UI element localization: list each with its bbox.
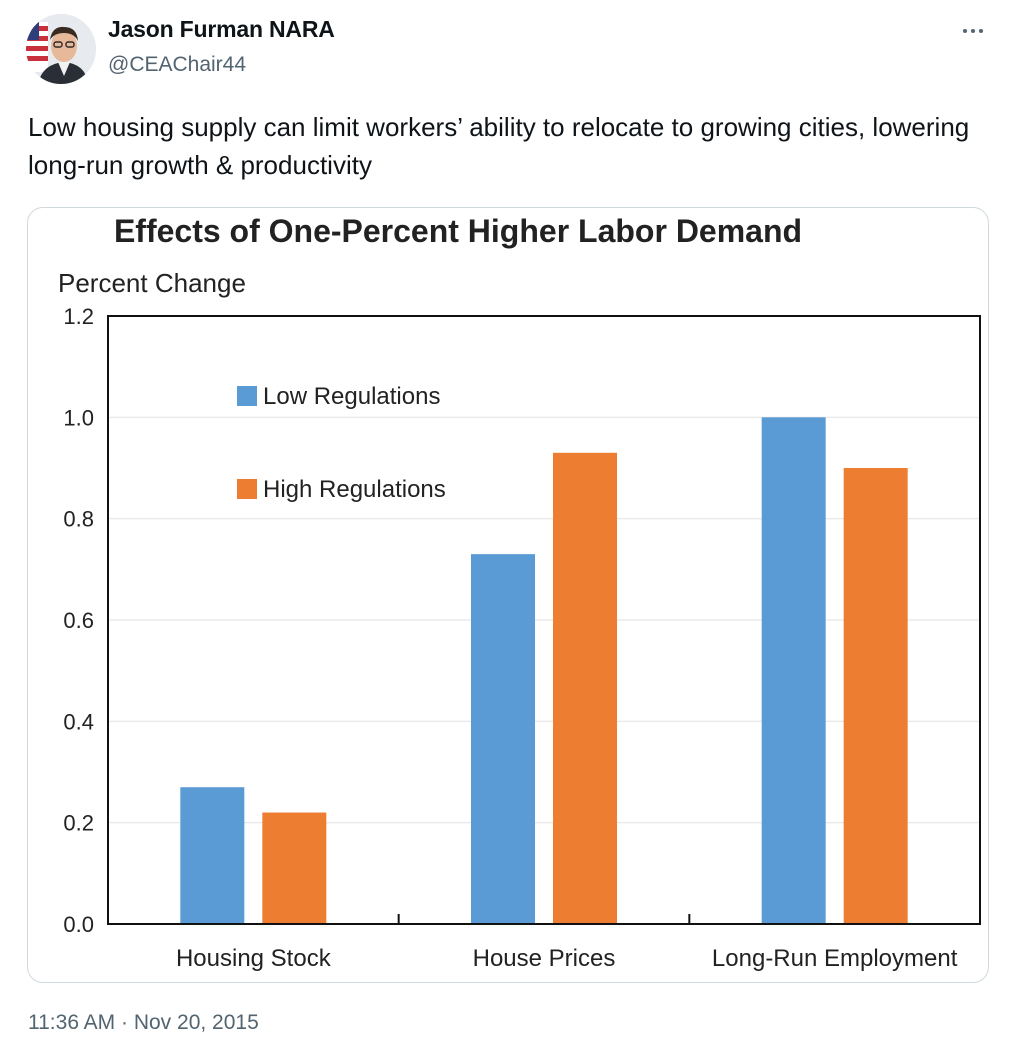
y-tick-label: 0.6	[63, 608, 94, 633]
y-tick-label: 0.4	[63, 709, 94, 734]
chart-image[interactable]: Effects of One-Percent Higher Labor Dema…	[27, 207, 989, 983]
y-axis-label: Percent Change	[58, 268, 246, 298]
chart-title: Effects of One-Percent Higher Labor Dema…	[114, 213, 802, 249]
flag-icon	[26, 22, 48, 72]
bar-high-regulations	[553, 452, 617, 924]
x-tick-label: Housing Stock	[176, 945, 332, 972]
legend-swatch	[237, 386, 257, 406]
bar-low-regulations	[471, 554, 535, 924]
y-axis-ticks: 0.0 0.2 0.4 0.6 0.8 1.0 1.2	[63, 304, 94, 937]
legend-swatch	[237, 479, 257, 499]
author-handle[interactable]: @CEAChair44	[108, 53, 247, 76]
bar-low-regulations	[761, 417, 826, 924]
x-axis-ticks: Housing Stock House Prices Long-Run Employ…	[176, 914, 958, 972]
x-tick-label: House Prices	[473, 945, 616, 972]
y-tick-label: 0.0	[63, 912, 94, 937]
bar-high-regulations	[262, 812, 327, 924]
x-tick-label: Long-Run Employment	[712, 945, 958, 972]
author-name[interactable]: Jason Furman NARA	[108, 16, 335, 42]
bar-chart: Effects of One-Percent Higher Labor Dema…	[58, 213, 981, 972]
legend-label: Low Regulations	[263, 383, 440, 410]
tweet-text: Low housing supply can limit workers’ ab…	[28, 112, 970, 180]
more-horizontal-icon	[963, 29, 983, 33]
plot-area-frame	[107, 315, 981, 925]
more-options-button[interactable]	[956, 20, 990, 42]
y-tick-label: 0.2	[63, 811, 94, 836]
gridlines	[108, 416, 980, 824]
legend: Low Regulations High Regulations	[237, 383, 446, 503]
bar-high-regulations	[843, 468, 908, 924]
y-tick-label: 0.8	[63, 507, 94, 532]
y-tick-label: 1.2	[63, 304, 94, 329]
bar-low-regulations	[180, 787, 245, 924]
legend-label: High Regulations	[263, 476, 446, 503]
tweet-timestamp[interactable]: 11:36 AM · Nov 20, 2015	[28, 1011, 259, 1034]
avatar-image	[26, 14, 96, 84]
bars	[180, 417, 908, 924]
avatar[interactable]	[26, 14, 96, 84]
y-tick-label: 1.0	[63, 405, 94, 430]
